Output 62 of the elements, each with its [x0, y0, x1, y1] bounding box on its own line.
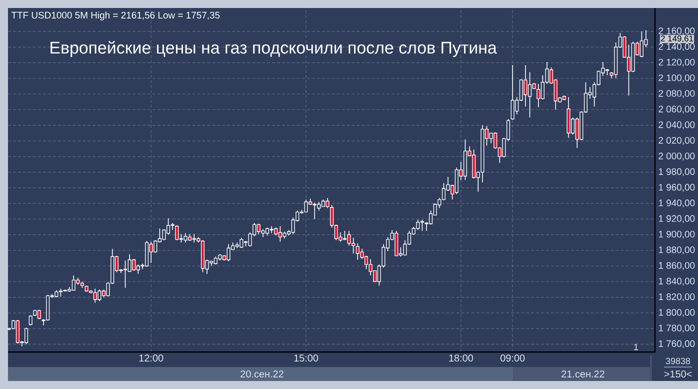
text: 2 149,61: [660, 36, 694, 42]
candlestick: [170, 222, 174, 230]
candlestick: [184, 232, 188, 243]
y-tick-label: 2 100,00: [658, 74, 695, 82]
y-tick-label: 2 080,00: [658, 90, 695, 98]
candlestick: [640, 31, 644, 58]
text: 21.сен.22: [562, 370, 604, 378]
y-tick-label: 1 860,00: [658, 262, 695, 270]
candlestick: [454, 167, 458, 194]
annotation: 1: [634, 344, 638, 350]
candlestick: [149, 241, 153, 264]
y-tick-label: 2 040,00: [658, 121, 695, 130]
candlestick: [347, 230, 351, 246]
candlestick: [524, 64, 528, 107]
candlestick: [128, 254, 132, 272]
candlestick: [416, 219, 420, 230]
text: Европейские цены на газ подскочили после слов Путина: [50, 40, 497, 58]
y-tick-label: 1 900,00: [658, 230, 695, 239]
y-tick-label: 1 920,00: [658, 215, 695, 224]
candlestick: [192, 234, 196, 243]
candlestick: [356, 242, 360, 260]
candlestick: [240, 237, 244, 248]
candlestick: [394, 230, 398, 256]
candlestick: [154, 240, 158, 254]
candlestick: [364, 255, 368, 270]
candlestick: [175, 224, 179, 241]
candlestick: [72, 274, 76, 291]
text: >150<: [664, 370, 692, 378]
y-tick-label: 1 940,00: [658, 200, 695, 208]
candlestick: [270, 226, 274, 234]
x-tick-label: 18:00: [449, 354, 474, 362]
y-tick-label: 2 060,00: [658, 106, 695, 114]
x-tick-label: 12:00: [139, 354, 164, 362]
candlestick: [93, 288, 97, 304]
candlestick: [326, 198, 330, 209]
candlestick: [304, 199, 308, 212]
y-tick-label: 1 880,00: [658, 246, 695, 254]
y-tick-label: 1 980,00: [658, 168, 695, 176]
y-tick-label: 2 000,00: [658, 152, 695, 160]
y-tick-label: 1 960,00: [658, 184, 695, 192]
y-tick-label: 2 140,00: [658, 43, 695, 52]
candlestick: [226, 244, 230, 262]
y-tick-label: 1 820,00: [658, 293, 695, 302]
chart-subtitle: TTF USD1000 5M High = 2161,56 Low = 1757,35: [11, 12, 220, 20]
text: 20.сен.22: [240, 370, 284, 378]
y-tick-label: 1 760,00: [658, 340, 695, 348]
y-tick-label: 1 780,00: [658, 324, 695, 332]
candlestick: [352, 237, 356, 254]
y-tick-label: 2 120,00: [658, 58, 695, 67]
text: 39838: [666, 358, 690, 364]
candlestick: [536, 83, 540, 108]
candlestick: [98, 289, 102, 302]
y-tick-label: 2 160,00: [658, 28, 695, 36]
candlestick: [510, 64, 514, 120]
candlestick: [472, 149, 476, 179]
candlestick: [420, 219, 424, 232]
x-tick-label: 15:00: [294, 354, 318, 362]
x-tick-label: 09:00: [500, 354, 525, 362]
candlestick: [312, 202, 316, 220]
y-tick-label: 2 020,00: [658, 137, 695, 145]
y-tick-label: 1 800,00: [658, 309, 695, 317]
y-tick-label: 1 840,00: [658, 278, 695, 286]
